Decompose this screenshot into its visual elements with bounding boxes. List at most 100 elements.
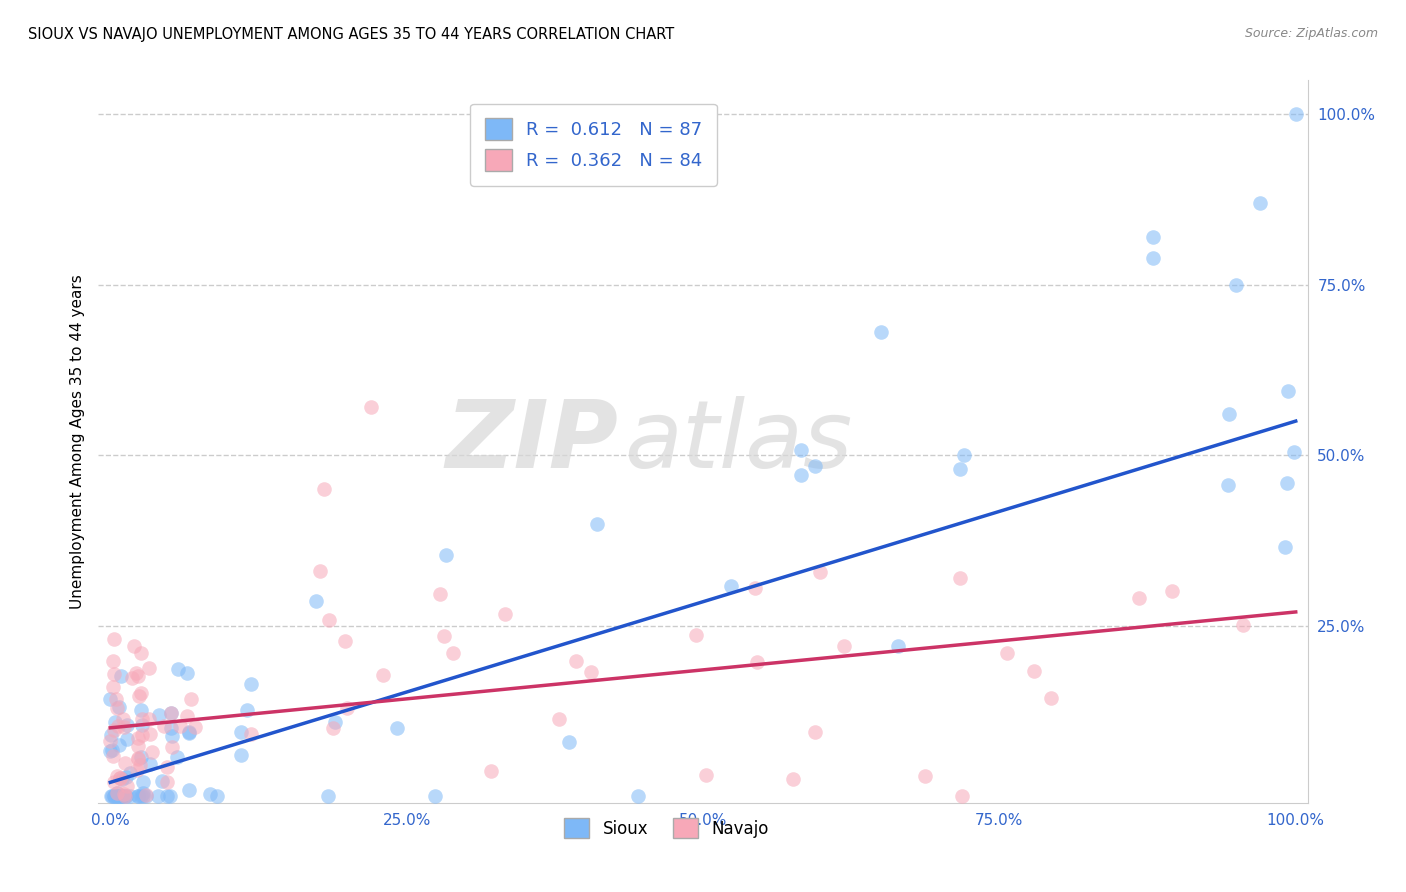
Point: [105, 789, 128, 803]
Point: [231, 725, 253, 739]
Point: [131, 728, 153, 742]
Point: [586, 516, 609, 531]
Point: [112, 721, 135, 735]
Point: [443, 646, 465, 660]
Point: [782, 772, 804, 786]
Point: [105, 786, 128, 800]
Point: [236, 703, 259, 717]
Point: [127, 789, 149, 803]
Point: [429, 587, 451, 601]
Point: [117, 732, 139, 747]
Text: SIOUX VS NAVAJO UNEMPLOYMENT AMONG AGES 35 TO 44 YEARS CORRELATION CHART: SIOUX VS NAVAJO UNEMPLOYMENT AMONG AGES …: [28, 27, 675, 42]
Point: [322, 722, 344, 736]
Point: [200, 787, 222, 801]
Point: [156, 789, 179, 803]
Point: [176, 709, 198, 723]
Point: [114, 789, 136, 803]
Point: [153, 719, 176, 733]
Point: [949, 571, 972, 585]
Point: [129, 789, 152, 803]
Point: [789, 443, 811, 458]
Point: [434, 548, 457, 562]
Point: [1142, 251, 1164, 265]
Point: [135, 789, 157, 803]
Point: [127, 750, 149, 764]
Point: [108, 699, 131, 714]
Point: [179, 782, 201, 797]
Point: [790, 468, 813, 483]
Point: [304, 593, 326, 607]
Point: [371, 667, 394, 681]
Point: [720, 579, 742, 593]
Point: [177, 726, 200, 740]
Point: [803, 724, 825, 739]
Point: [129, 646, 152, 660]
Point: [100, 728, 122, 742]
Point: [685, 628, 707, 642]
Point: [1040, 691, 1063, 706]
Point: [207, 789, 229, 803]
Point: [118, 789, 141, 803]
Point: [1249, 196, 1271, 211]
Text: atlas: atlas: [624, 396, 852, 487]
Point: [103, 789, 125, 803]
Point: [125, 666, 148, 681]
Point: [127, 739, 149, 754]
Point: [115, 770, 138, 784]
Point: [995, 646, 1018, 660]
Point: [548, 712, 571, 726]
Point: [160, 740, 183, 755]
Point: [120, 766, 142, 780]
Point: [229, 747, 252, 762]
Point: [166, 750, 188, 764]
Point: [127, 789, 149, 803]
Point: [101, 749, 124, 764]
Point: [125, 763, 148, 777]
Point: [1275, 476, 1298, 491]
Point: [107, 719, 129, 733]
Point: [131, 712, 153, 726]
Point: [152, 773, 174, 788]
Point: [240, 677, 263, 691]
Point: [107, 738, 129, 752]
Point: [156, 760, 179, 774]
Text: Source: ZipAtlas.com: Source: ZipAtlas.com: [1244, 27, 1378, 40]
Point: [110, 669, 132, 683]
Point: [564, 654, 586, 668]
Point: [558, 735, 581, 749]
Point: [115, 718, 138, 732]
Point: [169, 719, 191, 733]
Point: [111, 772, 134, 786]
Point: [138, 661, 160, 675]
Point: [184, 720, 207, 734]
Point: [103, 654, 125, 668]
Point: [107, 789, 129, 803]
Point: [832, 640, 855, 654]
Point: [129, 757, 152, 772]
Point: [141, 745, 163, 759]
Point: [423, 789, 446, 803]
Point: [101, 680, 124, 694]
Point: [103, 789, 125, 803]
Point: [111, 789, 134, 803]
Point: [105, 691, 128, 706]
Point: [101, 743, 124, 757]
Point: [695, 768, 717, 782]
Point: [180, 691, 202, 706]
Point: [494, 607, 516, 621]
Point: [952, 448, 974, 462]
Point: [131, 718, 153, 732]
Point: [744, 582, 766, 596]
Point: [122, 639, 145, 653]
Point: [1161, 583, 1184, 598]
Point: [1285, 107, 1308, 121]
Point: [129, 686, 152, 700]
Point: [100, 789, 122, 803]
Point: [177, 725, 200, 739]
Point: [323, 715, 346, 730]
Point: [627, 789, 650, 803]
Point: [333, 633, 356, 648]
Point: [1284, 444, 1306, 458]
Point: [139, 756, 162, 771]
Point: [104, 789, 127, 803]
